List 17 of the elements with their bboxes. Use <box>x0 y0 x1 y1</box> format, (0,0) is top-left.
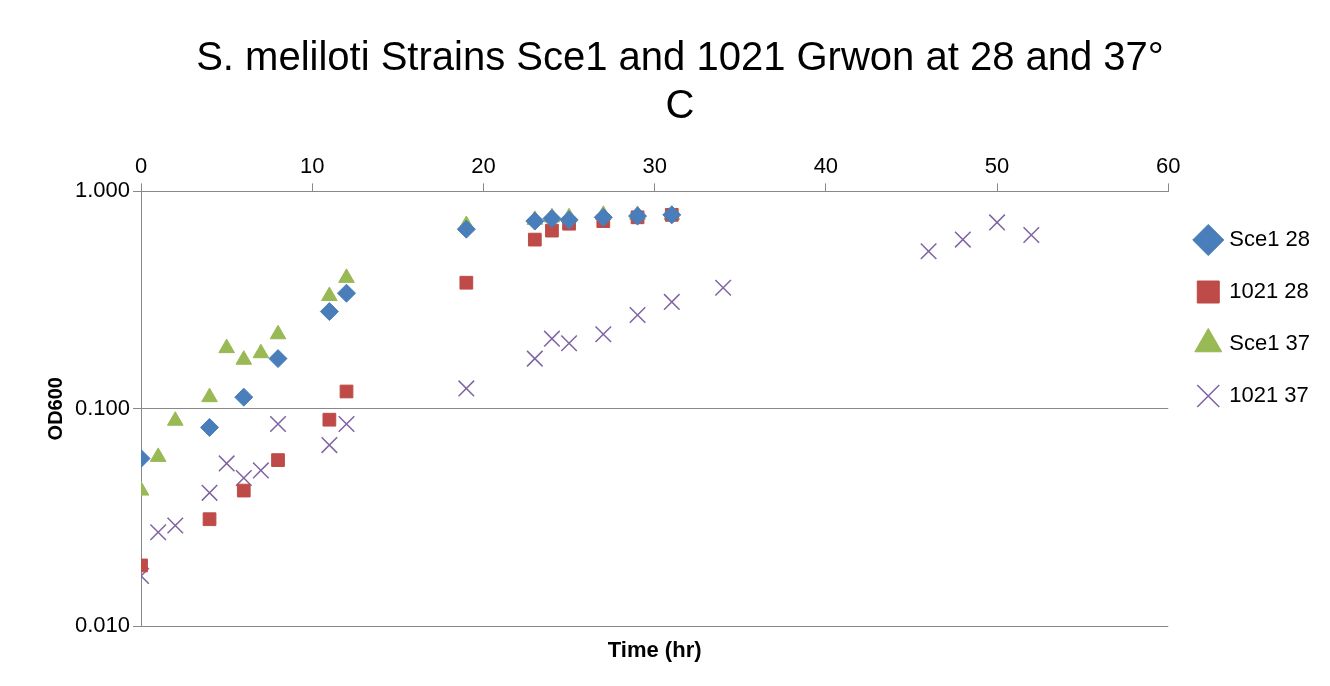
x-tick-label: 10 <box>300 153 325 179</box>
x-tick-label: 50 <box>984 153 1010 179</box>
x-tick-label: 60 <box>1156 153 1181 179</box>
y-tick-label: 0.100 <box>74 394 131 420</box>
y-tick-label: 1.000 <box>74 177 131 203</box>
x-axis-title: Time (hr) <box>607 637 702 663</box>
legend-label: 1021 28 <box>1229 278 1309 304</box>
x-tick-label: 30 <box>642 153 667 179</box>
x-tick-label: 0 <box>134 153 148 179</box>
x-tick-label: 40 <box>813 153 839 179</box>
y-tick-label: 0.010 <box>74 612 131 638</box>
y-axis-title: OD600 <box>43 377 66 441</box>
legend-label: Sce1 28 <box>1229 226 1311 252</box>
chart-title: S. meliloti Strains Sce1 and 1021 Grwon at 28 and 37° C <box>196 34 1164 127</box>
x-tick-label: 20 <box>471 153 496 179</box>
legend-label: 1021 37 <box>1229 382 1309 408</box>
legend-label: Sce1 37 <box>1229 330 1311 356</box>
